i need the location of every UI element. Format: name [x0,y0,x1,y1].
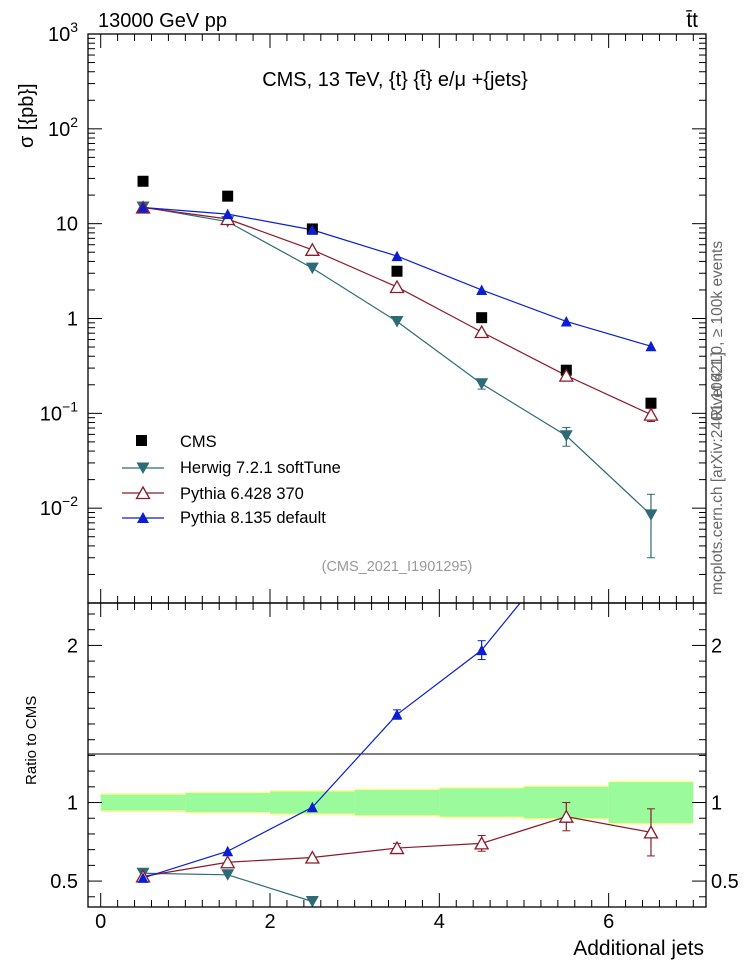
legend-entry-herwig: Herwig 7.2.1 softTune [122,459,341,477]
mcplots-label: mcplots.cern.ch [arXiv:2401.10621] [709,352,726,595]
main-y-tick-label: 10−1 [40,398,78,425]
legend-entry-cms: CMS [136,433,217,451]
legend-cms-label: CMS [180,433,217,451]
ratio-pythia-8-135-default-line [142,603,521,879]
pythia-6-428-370-point [474,324,490,339]
main-y-tick-label: 102 [48,114,78,141]
pythia-6-428-370-point [389,279,405,294]
x-tick-label: 0 [95,911,106,933]
pythia-6-428-370-point [558,368,574,382]
rivet-version-label: Rivet 4.1.0, ≥ 100k events [709,241,726,420]
analysis-watermark: (CMS_2021_I1901295) [322,559,473,575]
ratio-panel: 0.5 0.5 1 1 2 2 0 2 4 6 Ratio to CMS Additional j… [23,602,739,960]
pythia-6-428-370-point [643,407,659,421]
legend-entry-pythia6: Pythia 6.428 370 [122,485,304,503]
pythia-8-135-default-point [391,250,403,262]
legend-herwig-marker [136,462,150,474]
legend-pythia8-marker [137,512,149,523]
ratio-pythia-8-135-default-point [391,709,403,720]
main-y-tick-label: 10 [56,214,78,236]
herwig-7-2-1-softtune-point [305,262,319,275]
cms-point [391,265,403,277]
herwig-7-2-1-softtune-point [559,430,573,442]
ratio-ticks: 0.5 0.5 1 1 2 2 0 2 4 6 [50,603,739,933]
ratio-y-tick-label-right: 2 [711,635,722,657]
pythia-8-135-default-point [645,340,657,352]
ratio-clip-group [135,603,659,907]
ratio-inner-band [100,794,186,811]
herwig-7-2-1-softtune-point [644,509,658,521]
cms-point [476,312,488,324]
ratio-pythia-6-428-370-point [474,836,490,850]
legend-pythia6-marker [135,485,151,500]
ratio-inner-band [354,789,440,816]
ratio-y-tick-label: 1 [67,793,78,815]
x-tick-label: 6 [603,911,614,933]
ratio-pythia-6-428-370-point [304,850,320,864]
legend-pythia8-label: Pythia 8.135 default [180,509,326,527]
ratio-frame [87,602,707,908]
ratio-y-tick-label: 0.5 [50,871,78,893]
ratio-pythia-8-135-default-point [222,845,234,857]
main-y-tick-label: 10−2 [40,493,78,520]
ratio-pythia-6-428-370-point [389,840,405,855]
legend-pythia6-label: Pythia 6.428 370 [180,485,304,503]
ratio-herwig-7-2-1-softtune-point [305,896,319,907]
main-series-layer [135,175,659,559]
pythia-8-135-default-point [137,202,149,213]
legend-herwig-label: Herwig 7.2.1 softTune [180,459,341,477]
legend: CMS Herwig 7.2.1 softTune Pythia 6.428 3… [122,433,341,527]
pythia-8-135-default-point [560,315,572,327]
ratio-pythia-8-135-default-point [137,872,149,883]
herwig-7-2-1-softtune-point [390,315,404,328]
x-tick-label: 2 [264,911,275,933]
main-title: CMS, 13 TeV, {t} {t̄} e/μ +{jets} [262,69,528,91]
ratio-herwig-7-2-1-softtune-point [221,869,235,881]
cms-point [137,175,149,187]
pythia-8-135-default-point [222,208,234,220]
cms-point [222,190,234,202]
pythia-8-135-default-point [306,224,318,235]
ratio-pythia-8-135-default-point [476,644,488,656]
ratio-y-tick-label-right: 0.5 [711,871,739,893]
pythia-6-428-370-line [142,206,652,416]
main-y-tick-label: 1 [67,309,78,331]
process-label: t̄t [686,9,698,32]
ratio-inner-band [185,793,271,812]
main-y-axis-label: σ [{pb}] [16,83,38,148]
ratio-uncertainty-bands [100,780,694,825]
ratio-series-layer [135,603,659,907]
main-y-tick-label: 103 [48,19,78,46]
ratio-y-tick-label: 2 [67,635,78,657]
legend-cms-marker [136,435,147,446]
ratio-pythia-6-428-370-point [558,809,574,823]
ratio-pythia-6-428-370-point [220,854,236,869]
ratio-y-axis-label: Ratio to CMS [23,696,40,785]
herwig-7-2-1-softtune-point [475,378,489,390]
pythia-6-428-370-point [304,242,320,256]
ratio-y-tick-label-right: 1 [711,793,722,815]
cms-point [645,397,657,409]
ratio-pythia-8-135-default-point [306,801,318,813]
energy-label: 13000 GeV pp [98,10,227,32]
pythia-8-135-default-point [476,284,488,295]
x-axis-label: Additional jets [573,937,704,960]
legend-entry-pythia8: Pythia 8.135 default [122,509,326,527]
ratio-inner-band [439,788,524,817]
x-tick-label: 4 [434,911,445,933]
ratio-pythia-6-428-370-point [643,825,659,839]
